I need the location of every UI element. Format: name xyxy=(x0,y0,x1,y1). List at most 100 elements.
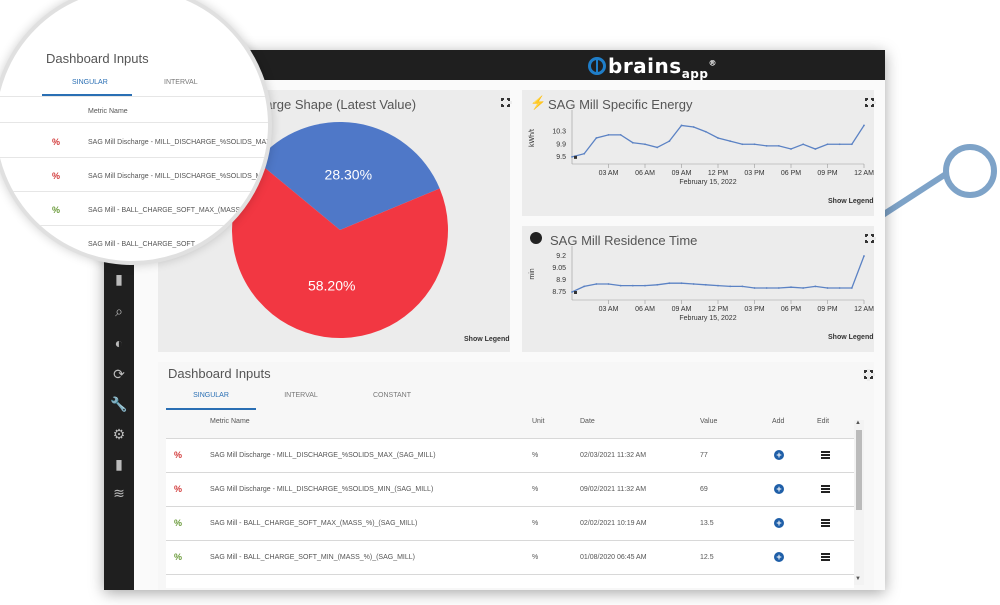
table-row[interactable]: % SAG Mill Discharge - MILL_DISCHARGE_%S… xyxy=(166,472,854,506)
table-scrollbar[interactable]: ▲ ▼ xyxy=(854,420,864,585)
value: 12.5 xyxy=(700,554,714,561)
data-point xyxy=(668,140,671,143)
show-legend-link[interactable]: Show Legend xyxy=(828,198,874,205)
header-unit[interactable]: Unit xyxy=(532,418,545,425)
x-tick-label: 06 PM xyxy=(781,306,801,313)
magnifier-ring xyxy=(943,144,997,198)
x-tick-label: 12 AM xyxy=(854,306,874,313)
unit: % xyxy=(532,452,539,459)
clipboard-icon[interactable]: ▮ xyxy=(115,271,123,287)
data-point xyxy=(583,285,586,288)
add-button[interactable]: + xyxy=(774,552,784,562)
gear-icon[interactable]: ⚙ xyxy=(112,426,126,442)
show-legend-link[interactable]: Show Legend xyxy=(464,336,510,343)
data-point xyxy=(777,287,780,289)
metric-name: SAG Mill - BALL_CHARGE_SOFT_MAX_(MASS_%)… xyxy=(210,520,418,527)
refresh-icon[interactable]: ⟳ xyxy=(113,366,125,382)
x-tick-label: 06 AM xyxy=(635,306,655,313)
data-point xyxy=(826,287,829,289)
data-point xyxy=(863,255,865,257)
edit-list-icon[interactable] xyxy=(821,553,830,561)
data-point xyxy=(838,287,841,289)
header-metric-name[interactable]: Metric Name xyxy=(210,418,250,425)
database-icon[interactable]: ≋ xyxy=(113,485,125,501)
expand-icon[interactable] xyxy=(864,233,876,245)
pie-slice[interactable] xyxy=(232,161,448,338)
expand-icon[interactable] xyxy=(863,369,875,381)
data-point xyxy=(656,283,659,286)
data-point xyxy=(704,283,707,286)
data-point xyxy=(814,148,817,150)
pie-slice[interactable] xyxy=(256,121,440,230)
metric-name: SAG Mill - BALL_CHARGE_SOFT_MIN_(MASS_%)… xyxy=(210,554,415,561)
zoom-tab-interval[interactable]: INTERVAL xyxy=(164,79,198,86)
zoom-metric-name: SAG Mill - BALL_CHARGE_SOFT_ xyxy=(88,241,199,248)
scrollbar-thumb[interactable] xyxy=(856,430,862,510)
annotation-marker[interactable] xyxy=(574,291,577,294)
add-button[interactable]: + xyxy=(774,484,784,494)
tab-singular[interactable]: SINGULAR xyxy=(193,392,229,399)
data-point xyxy=(814,285,817,288)
percent-icon: % xyxy=(52,205,61,215)
value: 13.5 xyxy=(700,520,714,527)
table-row[interactable]: % SAG Mill Discharge - MILL_DISCHARGE_%S… xyxy=(166,438,854,472)
wrench-icon[interactable]: 🔧 xyxy=(110,396,128,412)
x-axis-date-label: February 15, 2022 xyxy=(679,315,736,322)
data-point xyxy=(644,284,646,287)
search-icon[interactable]: ⌕ xyxy=(115,303,123,319)
data-point xyxy=(826,143,829,146)
edit-list-icon[interactable] xyxy=(821,485,830,493)
clipboard-list-icon[interactable]: ▮ xyxy=(115,456,123,472)
annotation-marker[interactable] xyxy=(574,155,577,159)
y-tick-label: 9.9 xyxy=(556,141,566,148)
tab-interval[interactable]: INTERVAL xyxy=(284,392,318,399)
scroll-up-icon[interactable]: ▲ xyxy=(855,420,861,426)
add-button[interactable]: + xyxy=(774,518,784,528)
value: 69 xyxy=(700,486,708,493)
data-point xyxy=(607,133,610,136)
data-point xyxy=(729,285,732,288)
brand-suffix: app xyxy=(681,67,709,81)
edit-list-icon[interactable] xyxy=(821,519,830,527)
magnifier-handle xyxy=(873,168,953,223)
show-legend-link[interactable]: Show Legend xyxy=(828,334,874,341)
data-point xyxy=(717,284,719,287)
data-point xyxy=(631,141,634,144)
expand-icon[interactable] xyxy=(864,97,876,109)
data-point xyxy=(790,286,792,289)
pie-chart-title: harge Shape (Latest Value) xyxy=(258,97,417,112)
add-button[interactable]: + xyxy=(774,450,784,460)
table-row[interactable]: % SAG Mill - BALL_CHARGE_SOFT_MAX_(MASS_… xyxy=(166,506,854,540)
y-tick-label: 9.2 xyxy=(556,253,566,260)
table-row[interactable]: % SAG Mill - BALL_CHARGE_SOFT_MIN_(MASS_… xyxy=(166,540,854,574)
data-point xyxy=(850,287,853,289)
percent-icon: % xyxy=(174,484,183,494)
data-point xyxy=(680,282,683,285)
x-tick-label: 06 PM xyxy=(781,170,801,177)
data-point xyxy=(765,287,768,289)
data-point xyxy=(704,130,707,133)
data-point xyxy=(753,287,756,289)
expand-icon[interactable] xyxy=(500,97,512,109)
data-point xyxy=(692,126,695,128)
data-point xyxy=(607,283,610,285)
zoom-inputs-title: Dashboard Inputs xyxy=(46,51,149,66)
header-date[interactable]: Date xyxy=(580,418,595,425)
toggle-icon[interactable]: ◐ xyxy=(114,335,124,351)
data-point xyxy=(850,143,853,146)
data-point xyxy=(741,143,744,146)
x-tick-label: 06 AM xyxy=(635,170,655,177)
table-row[interactable] xyxy=(166,574,854,588)
edit-list-icon[interactable] xyxy=(821,451,830,459)
y-tick-label: 9.05 xyxy=(552,265,566,272)
y-axis-label: min xyxy=(529,268,536,279)
tab-constant[interactable]: CONSTANT xyxy=(373,392,411,399)
date: 02/02/2021 10:19 AM xyxy=(580,520,647,527)
scroll-down-icon[interactable]: ▼ xyxy=(855,576,861,582)
zoom-tab-singular[interactable]: SINGULAR xyxy=(72,79,108,86)
date: 09/02/2021 11:32 AM xyxy=(580,486,647,493)
header-value[interactable]: Value xyxy=(700,418,718,425)
header-edit: Edit xyxy=(817,418,830,425)
brand-logo[interactable]: brainsapp® xyxy=(588,54,717,81)
